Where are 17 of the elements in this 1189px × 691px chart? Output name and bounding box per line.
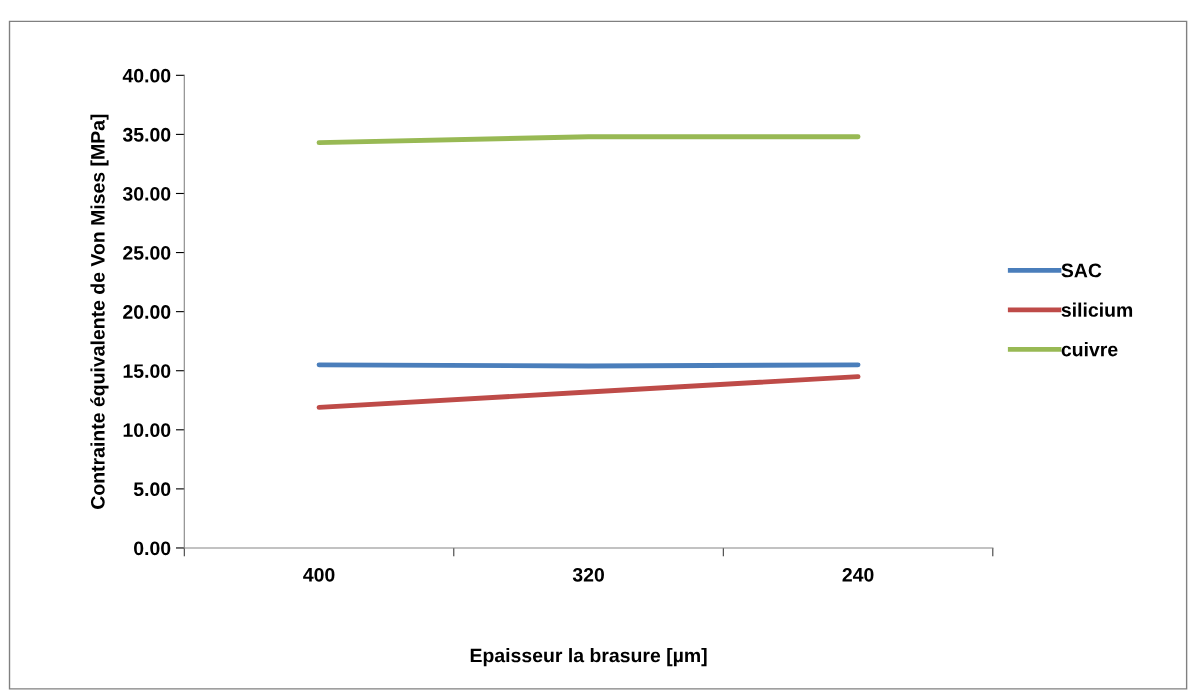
x-tick-label: 240	[842, 567, 874, 582]
y-tick-label: 10.00	[123, 423, 171, 438]
legend-label: silicium	[1061, 302, 1133, 317]
legend-label: SAC	[1061, 263, 1102, 278]
y-tick-label: 15.00	[123, 364, 171, 378]
y-tick-label: 20.00	[123, 305, 171, 319]
x-axis-title: Epaisseur la brasure [µm]	[470, 648, 707, 667]
y-axis-title: Contrainte équivalente de Von Mises [MPa]	[90, 114, 109, 509]
legend-label: cuivre	[1061, 342, 1118, 357]
y-tick-label: 40.00	[122, 68, 171, 83]
y-tick-label: 35.00	[122, 127, 171, 142]
y-tick-label: 5.00	[133, 482, 171, 497]
y-tick-label: 25.00	[123, 246, 171, 260]
x-tick-label: 320	[572, 567, 604, 582]
y-tick-label: 0.00	[134, 541, 171, 556]
x-tick-label: 400	[303, 567, 335, 582]
y-tick-label: 30.00	[122, 186, 171, 201]
